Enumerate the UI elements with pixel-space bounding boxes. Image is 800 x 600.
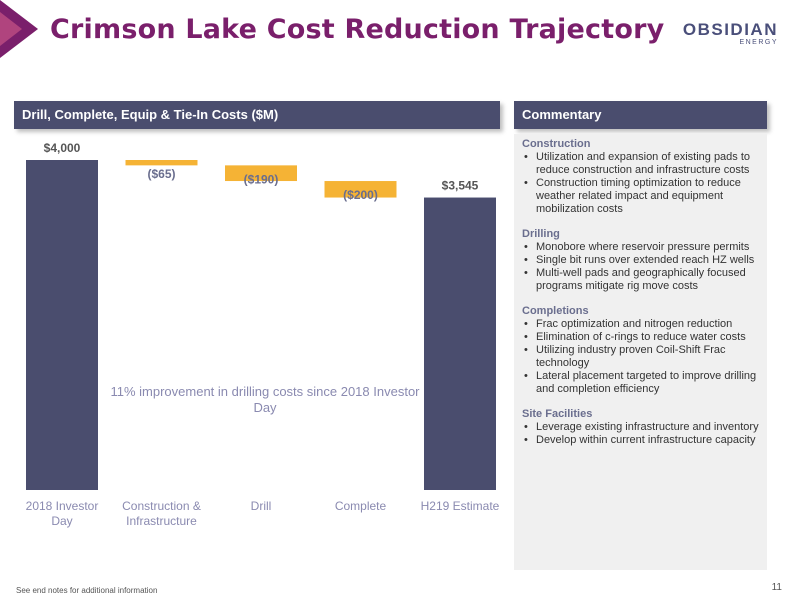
company-logo: OBSIDIAN ENERGY (683, 20, 778, 46)
commentary-body: ConstructionUtilization and expansion of… (514, 134, 767, 570)
commentary-section: Site FacilitiesLeverage existing infrast… (522, 408, 759, 447)
chart-annotation: 11% improvement in drilling costs since … (110, 384, 420, 415)
commentary-bullet-list: Leverage existing infrastructure and inv… (522, 421, 759, 447)
corner-decoration (0, 0, 38, 58)
commentary-section-title: Construction (522, 138, 591, 150)
data-label-1: $4,000 (44, 141, 81, 155)
waterfall-chart: $4,000 2018 Investor Day ($65) Construction … (14, 134, 500, 544)
commentary-bullet: Lateral placement targeted to improve dr… (524, 370, 759, 396)
category-label-3: Drill (251, 499, 272, 513)
commentary-bullet: Construction timing optimization to redu… (524, 177, 759, 216)
category-label-1: 2018 Investor (26, 499, 99, 513)
data-label-2: ($65) (147, 167, 175, 181)
commentary-section-title: Drilling (522, 228, 560, 240)
commentary-bullet: Utilizing industry proven Coil-Shift Fra… (524, 344, 759, 370)
commentary-bullet: Multi-well pads and geographically focus… (524, 267, 759, 293)
commentary-bullet: Monobore where reservoir pressure permit… (524, 241, 759, 254)
category-label-2: Construction & (122, 499, 201, 513)
commentary-section: DrillingMonobore where reservoir pressur… (522, 228, 759, 293)
commentary-section-title: Site Facilities (522, 408, 593, 420)
bar-3 (225, 165, 297, 182)
data-label-5: $3,545 (442, 179, 479, 193)
commentary-header: Commentary (514, 101, 767, 129)
bar-4 (324, 181, 397, 198)
category-label-1: Day (51, 514, 72, 528)
commentary-bullet: Single bit runs over extended reach HZ w… (524, 254, 759, 267)
page-number: 11 (771, 582, 782, 593)
commentary-bullet-list: Monobore where reservoir pressure permit… (522, 241, 759, 293)
commentary-bullet: Develop within current infrastructure ca… (524, 434, 759, 447)
bar-2 (125, 160, 198, 166)
logo-main-text: OBSIDIAN (682, 20, 778, 39)
commentary-bullet: Utilization and expansion of existing pa… (524, 151, 759, 177)
footnote: See end notes for additional information (16, 586, 158, 595)
category-label-5: H219 Estimate (421, 499, 500, 513)
commentary-bullet-list: Utilization and expansion of existing pa… (522, 151, 759, 216)
commentary-bullet: Frac optimization and nitrogen reduction (524, 318, 759, 331)
data-label-3: ($190) (244, 172, 279, 186)
commentary-section: CompletionsFrac optimization and nitroge… (522, 305, 759, 396)
bar-5 (424, 197, 496, 490)
category-label-4: Complete (335, 499, 387, 513)
commentary-bullet-list: Frac optimization and nitrogen reduction… (522, 318, 759, 396)
commentary-section-title: Completions (522, 305, 589, 317)
page-title: Crimson Lake Cost Reduction Trajectory (50, 14, 665, 45)
category-label-2: Infrastructure (126, 514, 197, 528)
commentary-section: ConstructionUtilization and expansion of… (522, 138, 759, 216)
bar-1 (26, 160, 98, 490)
chart-panel-header: Drill, Complete, Equip & Tie-In Costs ($… (14, 101, 500, 129)
commentary-bullet: Leverage existing infrastructure and inv… (524, 421, 759, 434)
commentary-bullet: Elimination of c-rings to reduce water c… (524, 331, 759, 344)
data-label-4: ($200) (343, 188, 378, 202)
logo-sub-text: ENERGY (739, 39, 778, 46)
